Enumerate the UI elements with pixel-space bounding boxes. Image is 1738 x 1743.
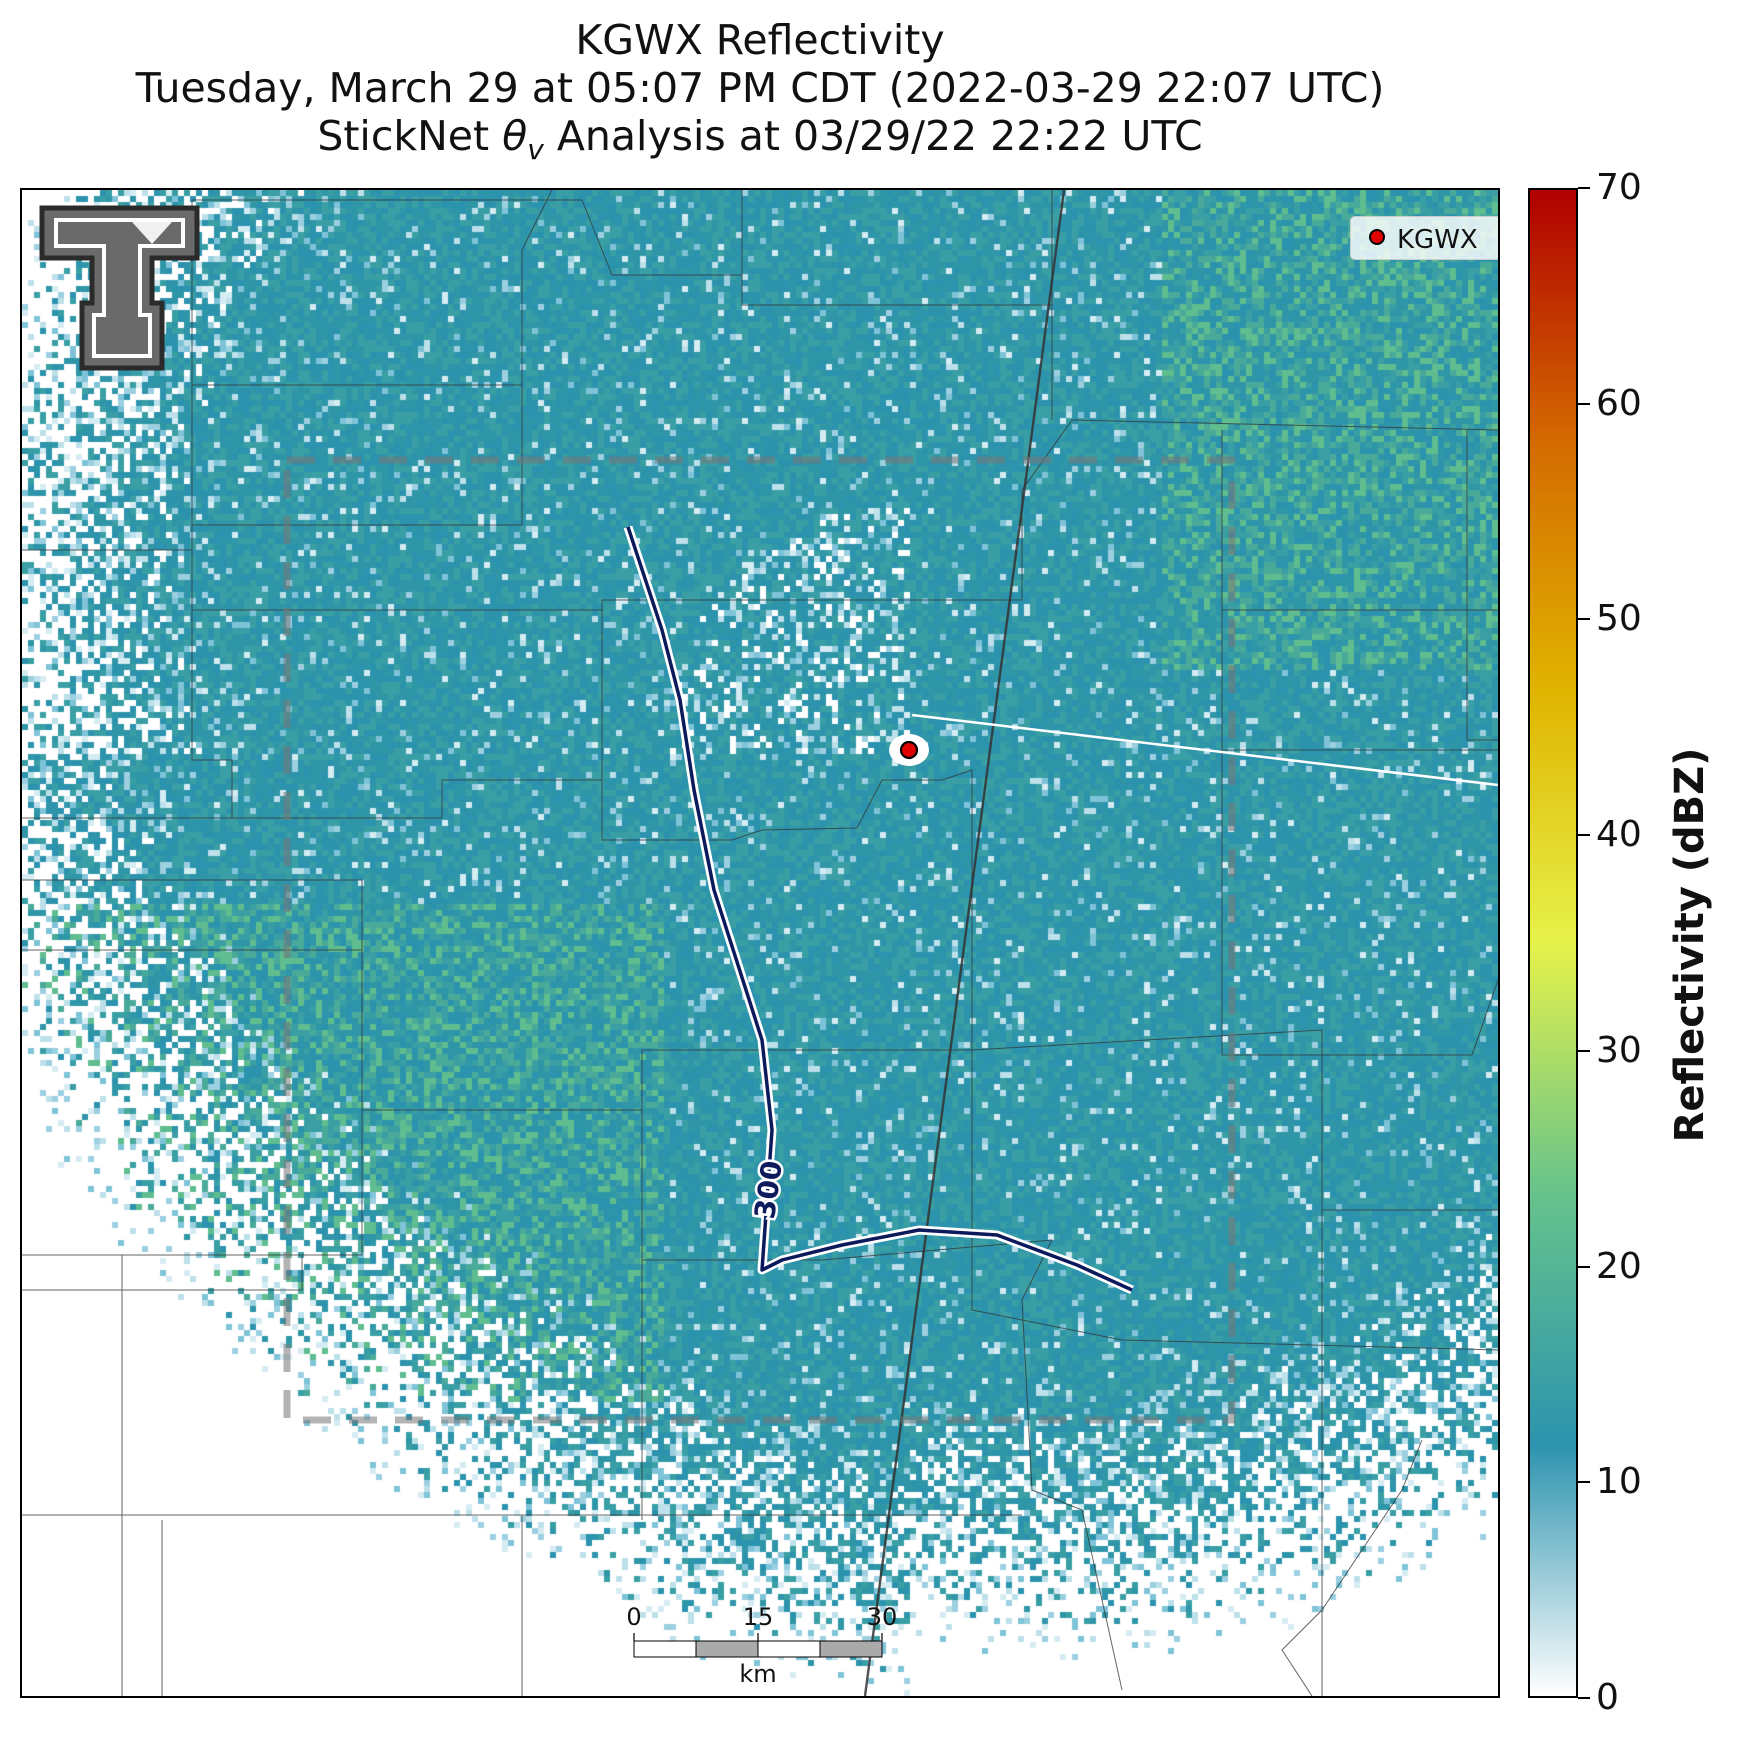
colorbar-tick-label: 30 — [1596, 1029, 1642, 1071]
colorbar-tick-mark — [1578, 402, 1590, 405]
title-line-2: Tuesday, March 29 at 05:07 PM CDT (2022-… — [135, 64, 1385, 112]
scale-bar — [633, 1633, 883, 1658]
contour-300-line — [626, 526, 1133, 1292]
colorbar-tick-mark — [1578, 1697, 1590, 1699]
theta-subscript: v — [527, 133, 544, 167]
colorbar-tick-label: 40 — [1596, 814, 1642, 856]
contour-300 — [623, 525, 1134, 1295]
colorbar-tick-label: 20 — [1596, 1245, 1642, 1287]
map-legend: KGWX — [1350, 216, 1498, 260]
radar-map[interactable]: 300 0 15 30 km KGWX — [20, 188, 1500, 1698]
texas-tech-double-t-logo — [39, 205, 200, 371]
colorbar-tick-mark — [1578, 1049, 1590, 1052]
colorbar-tick-mark — [1578, 618, 1590, 621]
scalebar-tick-15: 15 — [742, 1603, 774, 1631]
reflectivity-field — [22, 190, 1498, 1696]
radar-site-legend-icon — [1369, 229, 1385, 245]
theta-symbol: θ — [502, 112, 528, 160]
colorbar-tick-label: 60 — [1596, 382, 1642, 424]
colorbar-tick-mark — [1578, 187, 1590, 189]
title-line-3: StickNet θv Analysis at 03/29/22 22:22 U… — [20, 114, 1500, 172]
colorbar-tick-label: 0 — [1596, 1677, 1619, 1718]
map-overlay: 30 0 — [22, 190, 1498, 1696]
colorbar-tick-mark — [1578, 834, 1590, 837]
colorbar-tick-label: 10 — [1596, 1461, 1642, 1503]
scalebar-tick-30: 30 — [866, 1603, 898, 1631]
colorbar-tick-mark — [1578, 1265, 1590, 1268]
scalebar-unit: km — [739, 1660, 777, 1688]
colorbar-tick-mark — [1578, 1481, 1590, 1484]
analysis-domain-box — [283, 456, 1236, 1424]
title-line-3-suffix: Analysis at 03/29/22 22:22 UTC — [543, 112, 1203, 160]
county-borders — [22, 190, 1498, 1696]
colorbar — [1528, 188, 1578, 1698]
colorbar-title: Reflectivity (dBZ) — [1667, 747, 1713, 1143]
colorbar-tick-label: 50 — [1596, 598, 1642, 640]
interstate-highway — [863, 190, 1066, 1696]
missing-radial — [911, 713, 1498, 787]
legend-label: KGWX — [1397, 225, 1478, 255]
contour-label: 300 — [748, 1159, 789, 1221]
colorbar-tick-label: 70 — [1596, 167, 1642, 208]
scalebar-tick-0: 0 — [626, 1603, 642, 1631]
title-line-3-prefix: StickNet — [317, 112, 503, 160]
radar-site-marker[interactable] — [899, 740, 919, 760]
title-line-1: KGWX Reflectivity — [575, 16, 945, 64]
